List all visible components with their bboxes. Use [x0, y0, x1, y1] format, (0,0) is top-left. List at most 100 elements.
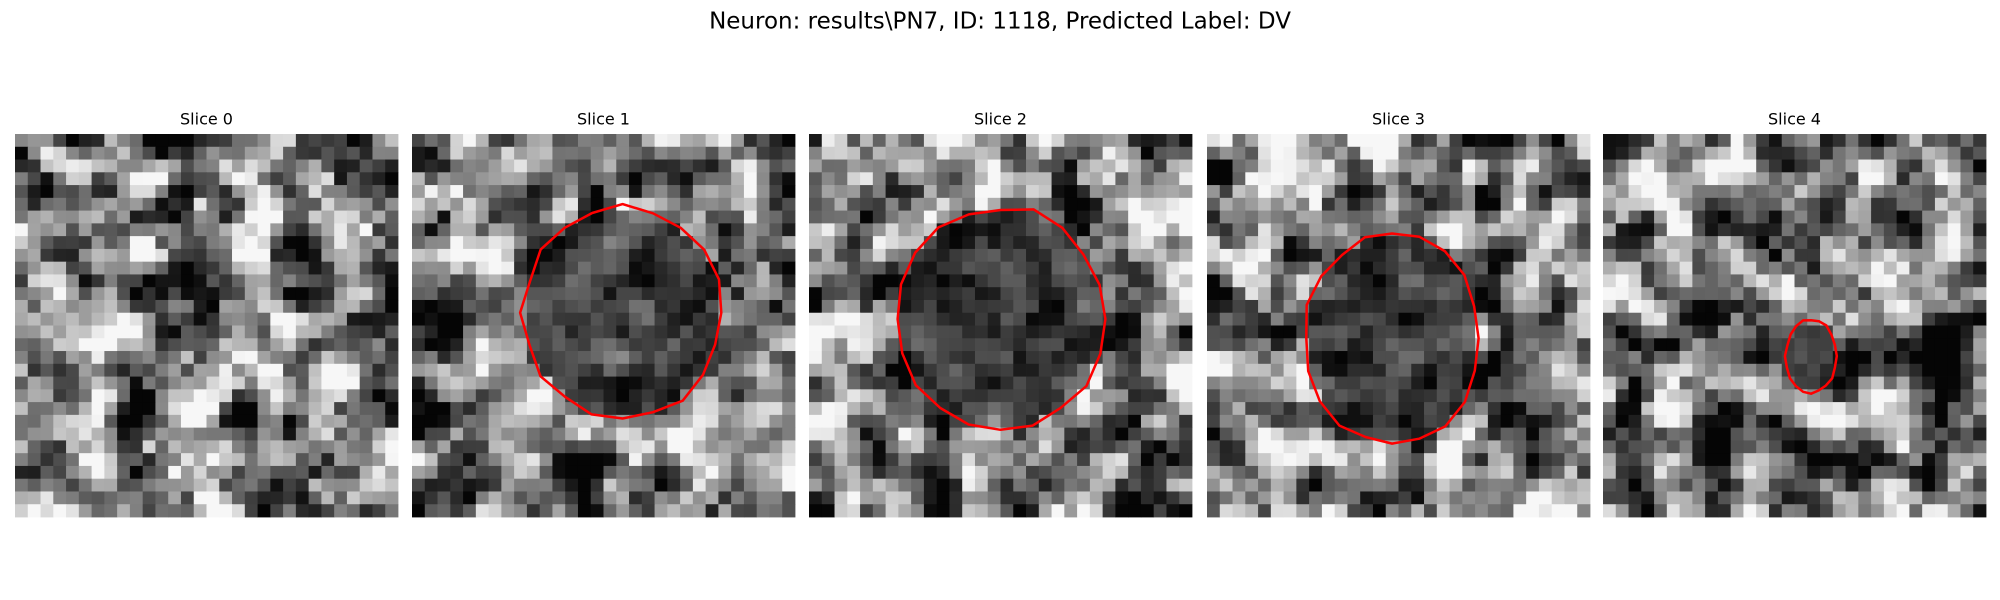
- pixel: [539, 389, 553, 403]
- pixel: [1705, 427, 1719, 441]
- pixel: [257, 172, 271, 186]
- pixel: [1692, 389, 1706, 403]
- pixel: [1807, 363, 1821, 377]
- pixel: [244, 363, 258, 377]
- pixel: [129, 312, 144, 326]
- pixel: [1462, 185, 1476, 199]
- pixel: [1258, 261, 1272, 275]
- pixel: [590, 197, 604, 211]
- pixel: [1398, 210, 1412, 224]
- pixel: [514, 274, 528, 288]
- pixel: [1258, 363, 1272, 377]
- pixel: [1475, 223, 1489, 237]
- pixel: [1064, 465, 1078, 480]
- pixel: [847, 338, 861, 352]
- pixel: [1781, 504, 1795, 518]
- pixel: [1526, 351, 1540, 365]
- pixel: [1270, 223, 1284, 237]
- pixel: [1896, 172, 1910, 186]
- pixel: [359, 414, 373, 429]
- pixel: [1794, 363, 1808, 377]
- pixel: [1564, 402, 1578, 416]
- pixel: [1692, 172, 1706, 186]
- pixel: [1717, 478, 1732, 492]
- pixel: [1794, 299, 1808, 314]
- pixel: [718, 491, 732, 505]
- pixel: [168, 261, 182, 275]
- pixel: [1628, 427, 1642, 441]
- pixel: [1730, 287, 1744, 301]
- pixel: [1219, 491, 1233, 505]
- pixel: [911, 236, 925, 250]
- pixel: [577, 325, 592, 339]
- pixel: [847, 491, 861, 505]
- pixel: [1768, 338, 1783, 352]
- pixel: [1858, 465, 1872, 480]
- pixel: [1973, 325, 1987, 339]
- pixel: [117, 287, 131, 301]
- pixel: [1896, 491, 1910, 505]
- pixel: [1973, 261, 1987, 275]
- pixel: [450, 134, 464, 148]
- pixel: [705, 159, 719, 173]
- pixel: [1462, 453, 1476, 467]
- pixel: [1140, 159, 1155, 173]
- pixel: [1296, 376, 1310, 390]
- pixel: [514, 197, 528, 211]
- pixel: [155, 299, 169, 314]
- pixel: [539, 427, 553, 441]
- pixel: [1641, 223, 1655, 237]
- pixel: [206, 261, 220, 275]
- pixel: [129, 440, 144, 454]
- pixel: [514, 491, 528, 505]
- pixel: [949, 338, 963, 352]
- pixel: [1219, 185, 1233, 199]
- pixel: [756, 248, 770, 263]
- pixel: [949, 172, 963, 186]
- pixel: [1781, 172, 1795, 186]
- pixel: [321, 504, 335, 518]
- pixel: [1013, 299, 1027, 314]
- pixel: [1013, 351, 1027, 365]
- pixel: [424, 363, 438, 377]
- pixel: [1089, 146, 1104, 160]
- pixel: [1500, 287, 1514, 301]
- pixel: [1896, 274, 1910, 288]
- pixel: [1232, 185, 1246, 199]
- pixel: [1153, 363, 1167, 377]
- pixel: [1628, 197, 1642, 211]
- pixel: [1871, 197, 1885, 211]
- pixel: [1883, 159, 1898, 173]
- pixel: [782, 427, 796, 441]
- pixel: [692, 287, 707, 301]
- pixel: [860, 210, 874, 224]
- pixel: [898, 236, 912, 250]
- pixel: [283, 389, 297, 403]
- pixel: [1717, 185, 1732, 199]
- pixel: [821, 478, 835, 492]
- pixel: [155, 440, 169, 454]
- pixel: [898, 440, 912, 454]
- pixel: [1654, 427, 1668, 441]
- pixel: [1909, 274, 1923, 288]
- pixel: [1679, 197, 1693, 211]
- pixel: [244, 504, 258, 518]
- pixel: [463, 325, 477, 339]
- pixel: [283, 440, 297, 454]
- pixel: [206, 491, 220, 505]
- pixel: [1398, 261, 1412, 275]
- pixel: [1000, 338, 1014, 352]
- pixel: [1500, 491, 1514, 505]
- pixel: [616, 236, 630, 250]
- pixel: [1883, 465, 1898, 480]
- pixel: [1551, 504, 1565, 518]
- pixel: [1922, 478, 1936, 492]
- pixel: [809, 440, 823, 454]
- pixel: [1360, 172, 1374, 186]
- pixel: [936, 363, 950, 377]
- pixel: [1258, 134, 1272, 148]
- pixel: [539, 274, 553, 288]
- pixel: [385, 146, 399, 160]
- pixel: [949, 159, 963, 173]
- pixel: [1960, 197, 1974, 211]
